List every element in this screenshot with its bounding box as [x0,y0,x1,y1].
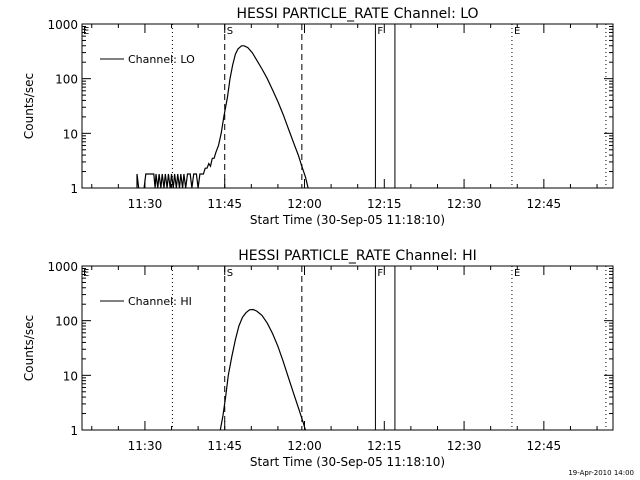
series-line [136,173,140,189]
x-tick-label: 12:00 [287,197,322,211]
x-tick-label: 12:15 [367,439,402,453]
y-tick-label: 10 [63,369,78,383]
marker-label: E [514,268,520,279]
y-tick-label: 1 [70,424,78,438]
corner-flag-label: E [83,268,89,279]
x-tick-label: 11:45 [207,439,242,453]
legend-label: Channel: HI [128,295,192,308]
marker-label: F [377,268,383,279]
corner-flag-label: E [83,26,89,37]
x-tick-label: 12:15 [367,197,402,211]
x-tick-label: 11:45 [207,197,242,211]
legend-label: Channel: LO [128,53,195,66]
x-tick-label: 11:30 [128,197,163,211]
chart-title: HESSI PARTICLE_RATE Channel: HI [238,248,476,264]
x-tick-label: 12:00 [287,439,322,453]
y-axis-label: Counts/sec [22,315,36,381]
footer-timestamp: 19-Apr-2010 14:00 [568,469,634,477]
marker-label: F [377,26,383,37]
x-axis-label: Start Time (30-Sep-05 11:18:10) [250,213,445,227]
y-tick-label: 1 [70,182,78,196]
plot-frame [81,265,614,431]
x-tick-label: 12:45 [527,439,562,453]
panel-channel-lo: HESSI PARTICLE_RATE Channel: LO Counts/se… [22,6,614,227]
panel-channel-hi: HESSI PARTICLE_RATE Channel: HI Counts/se… [22,248,614,469]
y-tick-label: 100 [55,73,78,87]
chart-title: HESSI PARTICLE_RATE Channel: LO [236,6,478,22]
y-tick-label: 100 [55,315,78,329]
series-line [143,45,309,189]
marker-label: S [227,268,233,279]
marker-label: S [227,26,233,37]
x-tick-label: 11:30 [128,439,163,453]
x-tick-label: 12:30 [447,439,482,453]
x-tick-label: 12:30 [447,197,482,211]
y-axis-label: Counts/sec [22,73,36,139]
series-line [219,308,306,431]
y-tick-label: 1000 [47,18,78,32]
y-tick-label: 10 [63,127,78,141]
x-axis-label: Start Time (30-Sep-05 11:18:10) [250,455,445,469]
plot-frame [81,23,614,189]
y-tick-label: 1000 [47,260,78,274]
marker-label: E [514,26,520,37]
x-tick-label: 12:45 [527,197,562,211]
